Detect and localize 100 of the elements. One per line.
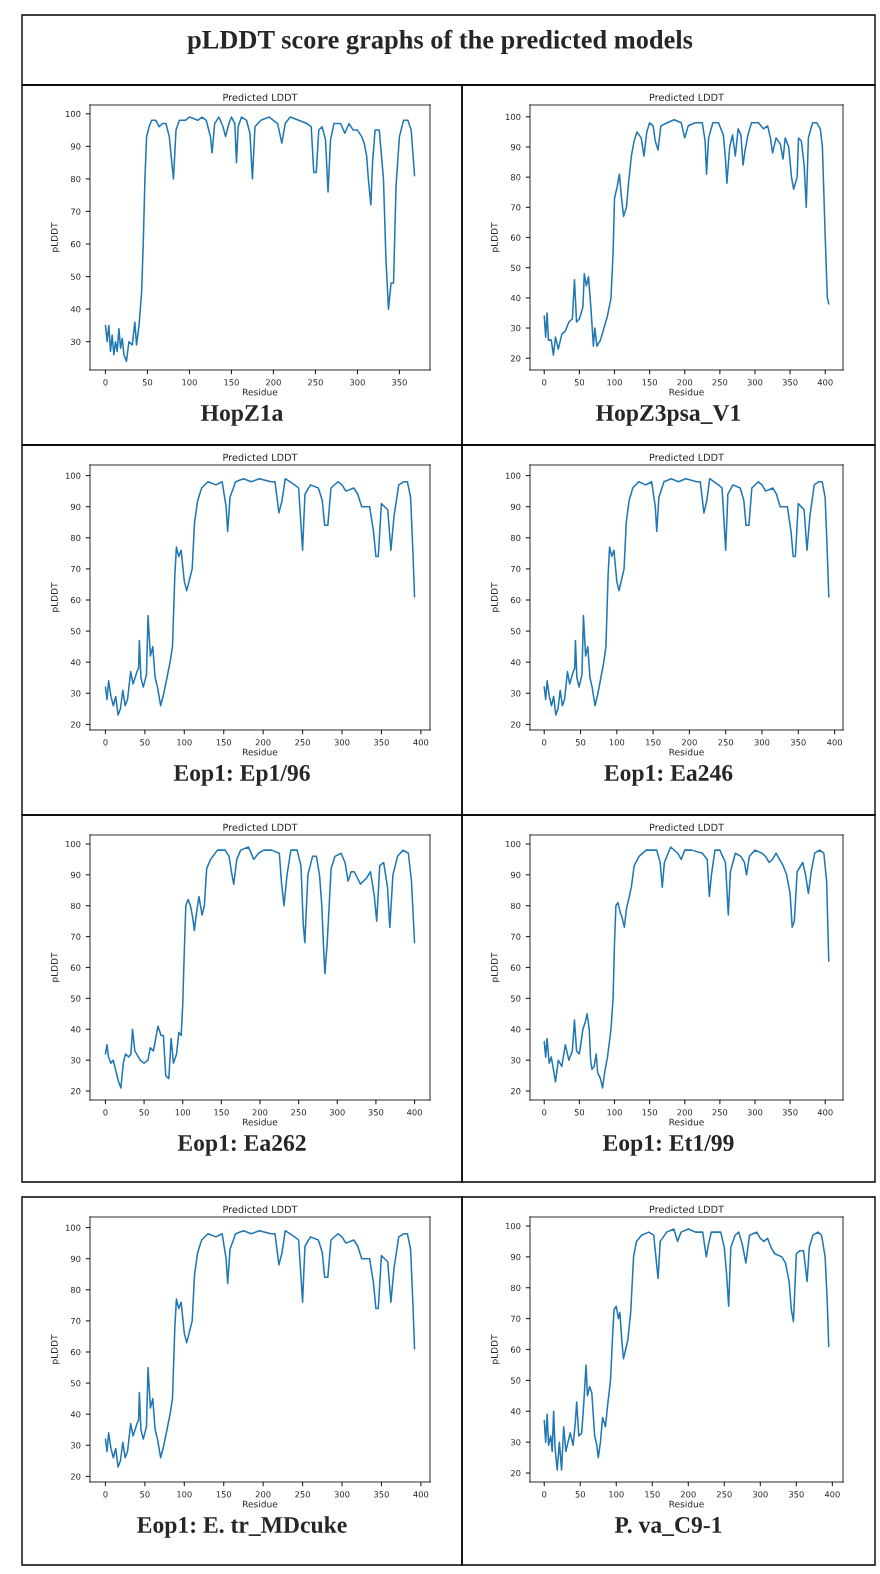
y-tick-label: 70 [511,204,521,211]
chart-title: Predicted LDDT [649,93,725,101]
x-tick-label: 50 [574,1109,585,1116]
y-tick-label: 50 [71,995,81,1002]
y-tick-label: 50 [511,1377,521,1384]
y-tick-label: 80 [70,175,81,183]
x-tick-label: 350 [789,1491,804,1498]
x-tick-label: 300 [350,379,365,386]
x-tick-label: 250 [295,739,310,746]
x-axis-title: Residue [243,1500,278,1508]
y-axis-title: pLDDT [51,952,60,982]
x-tick-label: 0 [103,739,108,746]
x-tick-label: 0 [103,1491,108,1498]
y-tick-label: 90 [70,143,81,150]
y-tick-label: 40 [70,659,81,666]
y-tick-label: 20 [510,355,521,362]
y-tick-label: 90 [70,1255,81,1262]
x-tick-label: 200 [677,1109,693,1116]
x-tick-label: 150 [216,1491,232,1498]
x-tick-label: 0 [542,1491,547,1498]
x-tick-label: 350 [782,379,798,386]
y-tick-label: 30 [71,1057,81,1064]
x-axis-title: Residue [669,748,704,756]
y-tick-label: 100 [65,110,81,118]
line-series [104,116,416,362]
y-tick-label: 50 [71,628,81,635]
x-tick-label: 150 [216,739,232,746]
x-axis-title: Residue [243,748,278,756]
line-series [543,1228,830,1471]
text: Eop1: Ea262 [177,1135,306,1156]
y-tick-label: 20 [510,1088,521,1095]
x-tick-label: 250 [291,1109,307,1116]
x-tick-label: 200 [255,1491,271,1498]
y-tick-label: 30 [511,325,521,332]
x-axis-title: Residue [669,388,704,396]
y-tick-label: 60 [510,596,521,604]
y-tick-label: 80 [510,1284,521,1292]
y-tick-label: 100 [65,840,81,848]
y-tick-label: 20 [510,721,521,728]
y-tick-label: 60 [510,964,521,971]
y-tick-label: 40 [70,1411,81,1418]
x-tick-label: 250 [308,379,323,386]
y-tick-label: 80 [510,902,521,910]
y-tick-label: 60 [70,596,81,604]
x-tick-label: 0 [103,379,108,386]
y-tick-label: 60 [510,234,521,241]
x-tick-label: 350 [392,379,407,386]
x-tick-label: 150 [645,1491,660,1498]
y-tick-label: 70 [71,565,81,573]
y-tick-label: 40 [510,659,521,666]
y-tick-label: 40 [70,306,81,313]
line-series [104,1229,416,1468]
x-tick-label: 350 [790,739,806,746]
y-tick-label: 30 [71,690,81,697]
x-tick-label: 0 [542,379,547,386]
x-tick-label: 400 [413,739,429,746]
x-tick-label: 100 [177,1491,192,1498]
x-tick-label: 250 [718,739,734,746]
y-tick-label: 90 [510,871,521,879]
y-tick-label: 90 [510,1253,521,1261]
text: Eop1: Ea246 [604,765,733,786]
text: Eop1: Et1/99 [602,1135,734,1156]
y-tick-label: 70 [511,565,521,573]
chart-title: Predicted LDDT [649,1205,725,1213]
x-tick-label: 200 [680,1491,696,1498]
chart-title: Predicted LDDT [649,823,725,831]
y-tick-label: 20 [70,1473,81,1480]
x-tick-label: 100 [175,1109,191,1116]
x-tick-label: 350 [368,1109,384,1116]
y-axis-title: pLDDT [51,1334,60,1364]
line-series [104,846,416,1089]
y-tick-label: 30 [71,1442,81,1449]
x-tick-label: 50 [574,379,585,386]
x-tick-label: 200 [682,739,697,746]
x-tick-label: 400 [817,1109,833,1116]
y-tick-label: 100 [505,840,521,848]
x-tick-label: 50 [139,1109,149,1116]
y-tick-label: 80 [70,902,81,910]
y-tick-label: 80 [510,534,521,542]
x-tick-label: 400 [827,739,842,746]
y-tick-label: 90 [70,503,81,510]
y-tick-label: 80 [70,1286,81,1294]
y-tick-label: 100 [505,1222,521,1230]
y-tick-label: 30 [511,1439,521,1446]
chart-title: Predicted LDDT [649,453,725,461]
line-series [543,846,830,1089]
text: Eop1: E. tr_MDcuke [137,1516,347,1538]
y-axis-title: pLDDT [51,222,60,252]
x-tick-label: 400 [407,1109,422,1116]
y-tick-label: 40 [70,1026,81,1033]
y-tick-label: 80 [510,174,521,181]
y-tick-label: 30 [71,338,81,345]
y-tick-label: 60 [510,1346,521,1353]
x-tick-label: 50 [140,1491,150,1498]
y-tick-label: 40 [510,294,521,302]
x-tick-label: 200 [255,739,271,746]
x-tick-label: 300 [334,739,350,746]
x-tick-label: 150 [642,379,658,386]
x-tick-label: 100 [607,379,622,386]
y-tick-label: 30 [511,1057,521,1064]
